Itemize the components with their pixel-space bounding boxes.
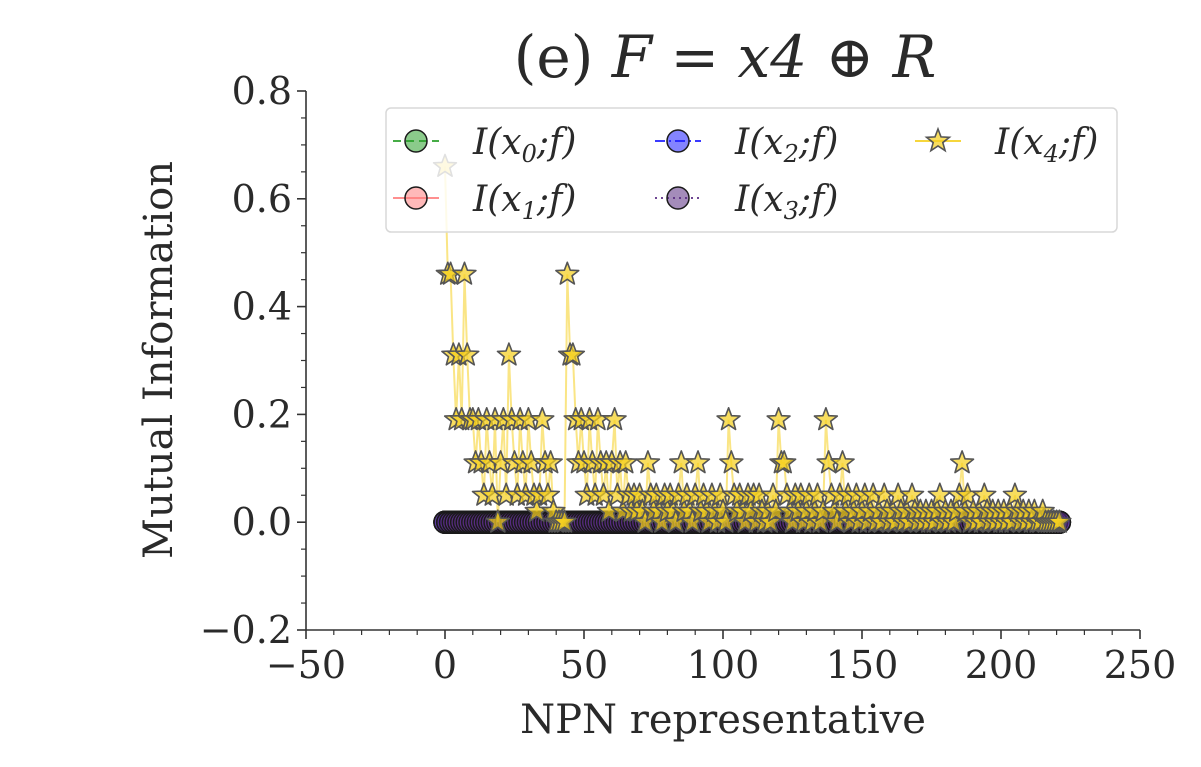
legend-item-3: I(x3;f) <box>655 179 838 225</box>
plot-area <box>432 153 1072 534</box>
y-tick-label: 0.4 <box>232 285 292 329</box>
data-point <box>830 450 855 474</box>
legend-marker <box>404 129 428 153</box>
legend-item-1: I(x1;f) <box>393 179 576 225</box>
data-point <box>602 406 627 431</box>
data-point <box>485 509 511 533</box>
legend-item-0: I(x0;f) <box>393 122 576 168</box>
series-stars-4 <box>432 153 1072 533</box>
data-point <box>899 482 925 506</box>
chart-title-math: F = x4 ⊕ R <box>611 23 936 91</box>
data-point <box>496 342 522 366</box>
data-point <box>716 406 741 431</box>
data-point <box>538 450 563 474</box>
legend-item-2: I(x2;f) <box>655 122 838 168</box>
data-point <box>685 450 711 474</box>
data-point <box>771 450 797 474</box>
x-tick-label: 250 <box>1104 643 1177 687</box>
data-point <box>949 450 975 474</box>
axes: −50 0 50 100 150 200 250 −0.2 0.0 0.2 0.4 0.6 0.8 <box>200 69 1177 687</box>
x-tick-label: 0 <box>433 643 457 687</box>
y-tick-label: 0.8 <box>232 69 292 113</box>
y-tick-label: 0.2 <box>232 392 292 436</box>
legend-marker <box>666 186 690 210</box>
data-point <box>813 406 839 431</box>
data-point <box>454 342 480 366</box>
x-tick-label: −50 <box>266 643 346 687</box>
data-point <box>555 261 580 285</box>
x-tick-label: 50 <box>560 643 608 687</box>
legend-label: I(x3;f) <box>734 179 838 225</box>
legend-item-4: I(x4;f) <box>915 122 1098 168</box>
data-point <box>972 482 997 506</box>
legend-marker <box>404 186 428 210</box>
data-point <box>766 406 791 431</box>
legend-label: I(x1;f) <box>472 179 576 225</box>
data-point <box>635 450 661 474</box>
data-point <box>1002 482 1028 506</box>
data-point <box>535 482 561 506</box>
y-tick-label: −0.2 <box>200 608 292 652</box>
x-axis-label: NPN representative <box>520 697 926 743</box>
data-point <box>530 406 555 431</box>
data-point <box>552 509 577 533</box>
data-point <box>560 342 586 366</box>
data-point <box>613 450 638 474</box>
data-point <box>452 261 477 285</box>
legend-label: I(x4;f) <box>994 122 1098 168</box>
x-tick-label: 150 <box>826 643 899 687</box>
legend-label: I(x0;f) <box>472 122 576 168</box>
legend-marker <box>924 126 952 153</box>
legend-marker <box>666 129 690 153</box>
chart-title: (e) F = x4 ⊕ R <box>514 23 937 91</box>
y-tick-label: 0.6 <box>232 177 292 221</box>
x-tick-label: 100 <box>687 643 760 687</box>
data-point <box>1047 509 1072 533</box>
legend: I(x0;f) I(x1;f) I(x2;f) I(x3;f) I(x4;f) <box>385 107 1118 233</box>
legend-label: I(x2;f) <box>734 122 838 168</box>
data-point <box>719 450 744 474</box>
chart-title-prefix: (e) <box>514 23 612 91</box>
x-tick-label: 200 <box>965 643 1038 687</box>
y-axis-label: Mutual Information <box>136 161 182 559</box>
y-tick-label: 0.0 <box>232 500 292 544</box>
